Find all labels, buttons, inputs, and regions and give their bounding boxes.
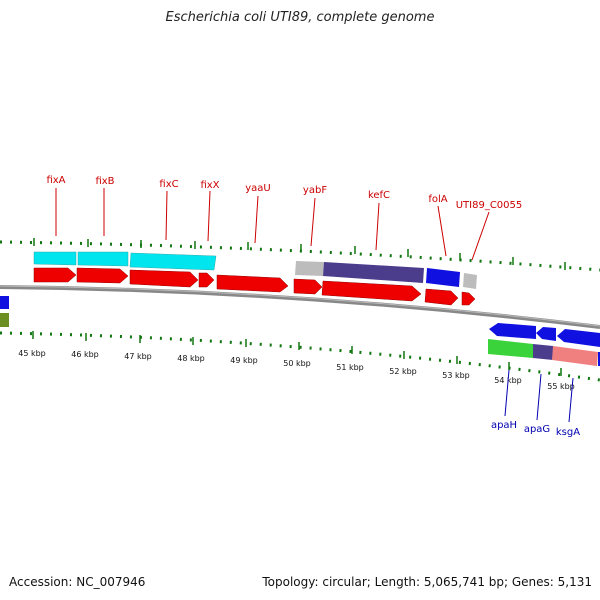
forward-outer-track [33,251,477,289]
cds-fixA[interactable] [33,267,77,283]
ruler-label: 55 kbp [547,382,575,391]
gene-label-ksgA[interactable]: ksgA [556,427,580,438]
gene-fixA-outer[interactable] [33,251,77,266]
ruler-label: 47 kbp [124,352,152,361]
genome-backbone [0,285,600,329]
gene-left-edge-olive[interactable] [0,313,9,327]
cds-folA[interactable] [424,288,459,306]
ruler-label: 53 kbp [442,371,470,380]
upper-scale-ticks [33,238,566,270]
forward-cds-track [33,267,476,306]
gene-fixC-outer[interactable] [129,252,217,271]
forward-gene-labels: fixA fixB fixC fixX yaaU yabF kefC folA … [46,175,522,211]
cds-fixC[interactable] [129,269,199,288]
genome-stats-text: Topology: circular; Length: 5,065,741 bp… [262,575,592,589]
cds-yabF[interactable] [293,278,323,295]
cds-left-edge-blue[interactable] [0,296,9,309]
reverse-leader-lines [504,369,574,423]
ruler-label: 48 kbp [177,354,205,363]
gene-yabF-outer[interactable] [295,261,324,276]
ruler-label: 50 kbp [283,359,311,368]
gene-label-apaG[interactable]: apaG [524,424,550,435]
gene-label-fixC[interactable]: fixC [159,179,178,190]
gene-label-fixA[interactable]: fixA [46,175,65,186]
map-title: Escherichia coli UTI89, complete genome [165,10,435,25]
gene-apaG-outer[interactable] [533,344,553,360]
gene-label-kefC[interactable]: kefC [368,190,390,201]
cds-yaaU[interactable] [216,274,289,293]
ruler-label: 46 kbp [71,350,99,359]
cds-fixB[interactable] [76,267,129,284]
gene-folA-outer[interactable] [426,268,460,287]
cds-kefC[interactable] [321,280,422,302]
reverse-cds-track [0,296,600,347]
forward-leader-lines [55,188,490,261]
cds-fixX[interactable] [198,272,215,288]
gene-label-apaH[interactable]: apaH [491,420,517,431]
reverse-outer-track [0,313,600,366]
accession-text: Accession: NC_007946 [9,575,146,589]
gene-label-fixB[interactable]: fixB [95,176,114,187]
gene-label-UTI89_C0055[interactable]: UTI89_C0055 [456,200,523,211]
gene-label-fixX[interactable]: fixX [200,180,219,191]
ruler-label: 45 kbp [18,349,46,358]
reverse-gene-labels: apaH apaG ksgA [491,420,580,438]
cds-C0055[interactable] [461,291,476,306]
gene-kefC-outer[interactable] [323,262,424,283]
genome-backbone-highlight [0,285,600,327]
ruler-label: 51 kbp [336,363,364,372]
gene-apaH-outer[interactable] [488,339,533,358]
upper-scale-dots [0,240,600,272]
cds-apaH[interactable] [489,323,536,339]
gene-label-folA[interactable]: folA [428,194,447,205]
ruler-label: 49 kbp [230,356,258,365]
ruler-label: 52 kbp [389,367,417,376]
ruler-labels: 45 kbp 46 kbp 47 kbp 48 kbp 49 kbp 50 kb… [18,349,575,391]
gene-label-yabF[interactable]: yabF [303,185,327,196]
gene-label-yaaU[interactable]: yaaU [245,183,271,194]
gene-fixB-outer[interactable] [77,251,129,267]
gene-ksgA-outer[interactable] [552,346,598,366]
lower-scale-ticks [32,331,562,376]
gene-C0055-outer[interactable] [463,273,477,289]
lower-scale-dots [0,331,600,382]
cds-apaG[interactable] [536,327,556,341]
cds-ksgA[interactable] [557,329,600,347]
